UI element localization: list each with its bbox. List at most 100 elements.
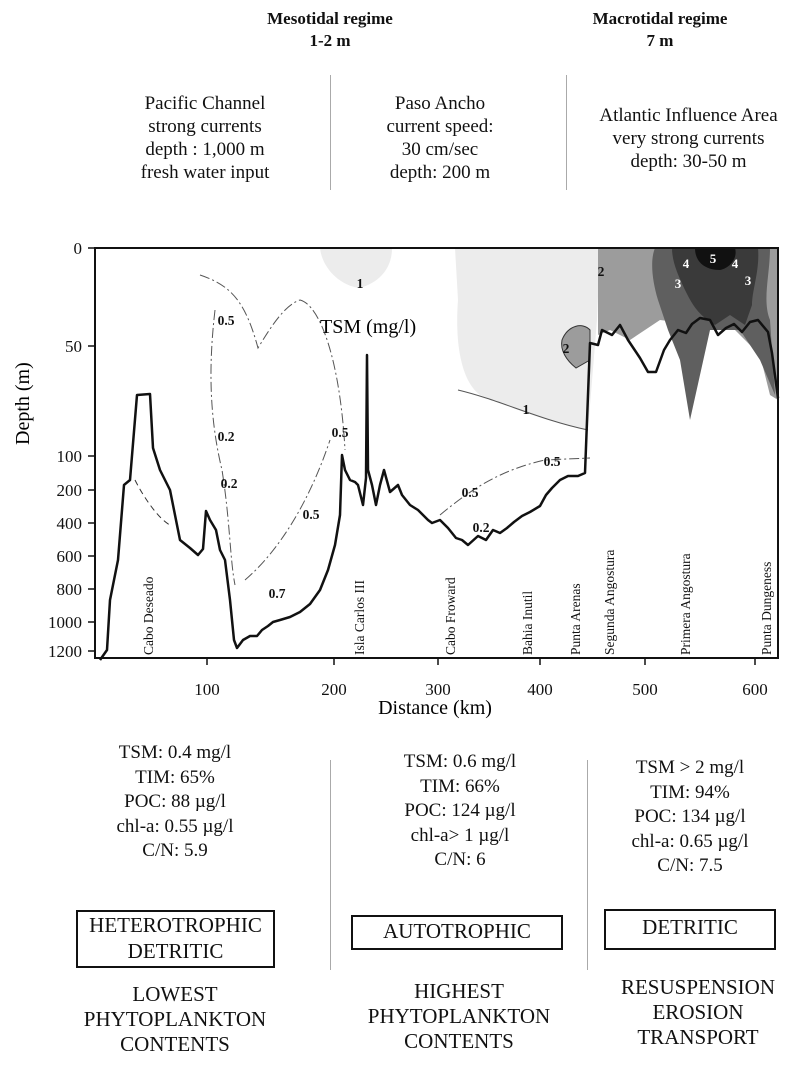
location-label: Cabo Deseado (141, 576, 156, 655)
box-line: DETRITIC (127, 939, 224, 963)
macrotidal-title: Macrotidal regime (592, 9, 728, 28)
location-label: Punta Dungeness (759, 562, 774, 655)
contour-label: 0.7 (269, 586, 286, 601)
caption-line: PHYTOPLANKTON (83, 1007, 267, 1031)
detritic-box: DETRITIC (604, 909, 776, 950)
contour-0.5-left (199, 274, 346, 451)
top-separator (330, 75, 331, 190)
zone-line: depth : 1,000 m (145, 139, 265, 160)
y-tick-label: 200 (57, 481, 83, 500)
tsm-legend: TSM (mg/l) (320, 316, 416, 338)
macrotidal-range: 7 m (646, 31, 674, 50)
x-tick-label: 600 (742, 680, 768, 699)
x-axis-label: Distance (km) (378, 697, 492, 719)
y-axis-ticks (88, 247, 95, 652)
contour-label: 2 (563, 341, 570, 356)
caption-middle: HIGHEST PHYTOPLANKTON CONTENTS (330, 979, 588, 1054)
stat-line: C/N: 5.9 (142, 840, 208, 861)
caption-line: RESUSPENSION (620, 975, 776, 999)
stat-line: TSM: 0.4 mg/l (118, 742, 232, 763)
bottom-separator (587, 760, 588, 970)
pacific-zone-text: Pacific Channel strong currents depth : … (95, 92, 315, 184)
stat-line: TSM: 0.6 mg/l (403, 751, 517, 772)
contour-label: 3 (675, 276, 682, 291)
tsm-1-region-right (455, 248, 600, 430)
paso-ancho-zone-text: Paso Ancho current speed: 30 cm/sec dept… (340, 92, 540, 184)
mesotidal-range: 1-2 m (309, 31, 351, 50)
bathymetry-line (98, 316, 780, 661)
caption-line: CONTENTS (120, 1032, 230, 1056)
caption-line: LOWEST (132, 982, 218, 1006)
depth-profile-chart: 0 50 100 200 400 600 800 1000 1200 Depth… (12, 239, 780, 719)
x-tick-label: 500 (632, 680, 658, 699)
mesotidal-title: Mesotidal regime (267, 9, 393, 28)
y-tick-label: 800 (57, 580, 83, 599)
plot-frame (94, 247, 779, 659)
zone-line: Paso Ancho (394, 93, 486, 114)
stat-line: POC: 134 µg/l (634, 806, 746, 827)
y-tick-label: 0 (74, 239, 83, 258)
zone-line: depth: 30-50 m (630, 151, 747, 172)
caption-line: EROSION (652, 1000, 744, 1024)
y-axis-label: Depth (m) (12, 362, 34, 445)
contour-label: 4 (732, 256, 739, 271)
location-label: Bahia Inutil (520, 591, 535, 655)
stat-line: chl-a: 0.55 µg/l (116, 815, 234, 837)
stats-middle: TSM: 0.6 mg/l TIM: 66% POC: 124 µg/l chl… (345, 750, 575, 873)
tsm-5-region (695, 248, 736, 270)
stat-line: TSM > 2 mg/l (635, 757, 745, 778)
y-tick-label: 50 (65, 337, 82, 356)
stats-right: TSM > 2 mg/l TIM: 94% POC: 134 µg/l chl-… (575, 756, 805, 879)
stat-line: TIM: 94% (650, 781, 730, 803)
x-tick-label: 400 (527, 680, 553, 699)
y-tick-label: 400 (57, 514, 83, 533)
stat-line: chl-a> 1 µg/l (410, 824, 510, 846)
x-tick-label: 100 (194, 680, 220, 699)
zone-line: 30 cm/sec (401, 139, 479, 160)
heterotrophic-detritic-box: HETEROTROPHIC DETRITIC (76, 910, 275, 968)
caption-line: PHYTOPLANKTON (367, 1004, 551, 1028)
stat-line: TIM: 66% (420, 775, 500, 797)
contour-0.2-left (210, 309, 236, 586)
tsm-4-region (672, 248, 759, 325)
atlantic-zone-text: Atlantic Influence Area very strong curr… (566, 104, 811, 173)
x-tick-label: 200 (321, 680, 347, 699)
location-label: Isla Carlos III (352, 580, 367, 655)
contour-0.5-mid (439, 457, 591, 516)
zone-line: depth: 200 m (389, 162, 491, 183)
contour-label: 0.2 (218, 429, 235, 444)
stats-left: TSM: 0.4 mg/l TIM: 65% POC: 88 µg/l chl-… (60, 741, 290, 864)
zone-line: Pacific Channel (144, 93, 266, 114)
caption-line: TRANSPORT (637, 1025, 759, 1049)
location-label: Primera Angostura (678, 553, 693, 655)
caption-line: HIGHEST (414, 979, 504, 1003)
zone-line: current speed: (386, 116, 494, 137)
contour-label: 0.2 (473, 520, 490, 535)
zone-line: fresh water input (140, 162, 270, 183)
box-line: HETEROTROPHIC (89, 913, 262, 937)
zone-line: strong currents (148, 116, 262, 137)
macrotidal-header: Macrotidal regime 7 m (560, 8, 760, 52)
stat-line: chl-a: 0.65 µg/l (631, 830, 749, 852)
contour-label: 5 (710, 251, 717, 266)
location-label: Cabo Froward (443, 577, 458, 655)
y-tick-label: 600 (57, 547, 83, 566)
y-tick-label: 1000 (48, 613, 82, 632)
caption-left: LOWEST PHYTOPLANKTON CONTENTS (55, 982, 295, 1057)
contour-label: 3 (745, 273, 752, 288)
y-tick-label: 1200 (48, 642, 82, 661)
contour-label: 0.5 (303, 507, 320, 522)
stat-line: POC: 88 µg/l (124, 791, 226, 812)
contour-label: 1 (523, 402, 530, 417)
mesotidal-header: Mesotidal regime 1-2 m (230, 8, 430, 52)
location-label: Punta Arenas (568, 583, 583, 655)
contour-label: 0.2 (221, 476, 238, 491)
stat-line: TIM: 65% (135, 766, 215, 788)
zone-line: very strong currents (612, 128, 765, 149)
caption-line: CONTENTS (404, 1029, 514, 1053)
zone-line: Atlantic Influence Area (599, 105, 778, 126)
y-tick-label: 100 (57, 447, 83, 466)
contour-label: 1 (357, 276, 364, 291)
location-label: Segunda Angostura (602, 550, 617, 655)
caption-right: RESUSPENSION EROSION TRANSPORT (585, 975, 811, 1050)
